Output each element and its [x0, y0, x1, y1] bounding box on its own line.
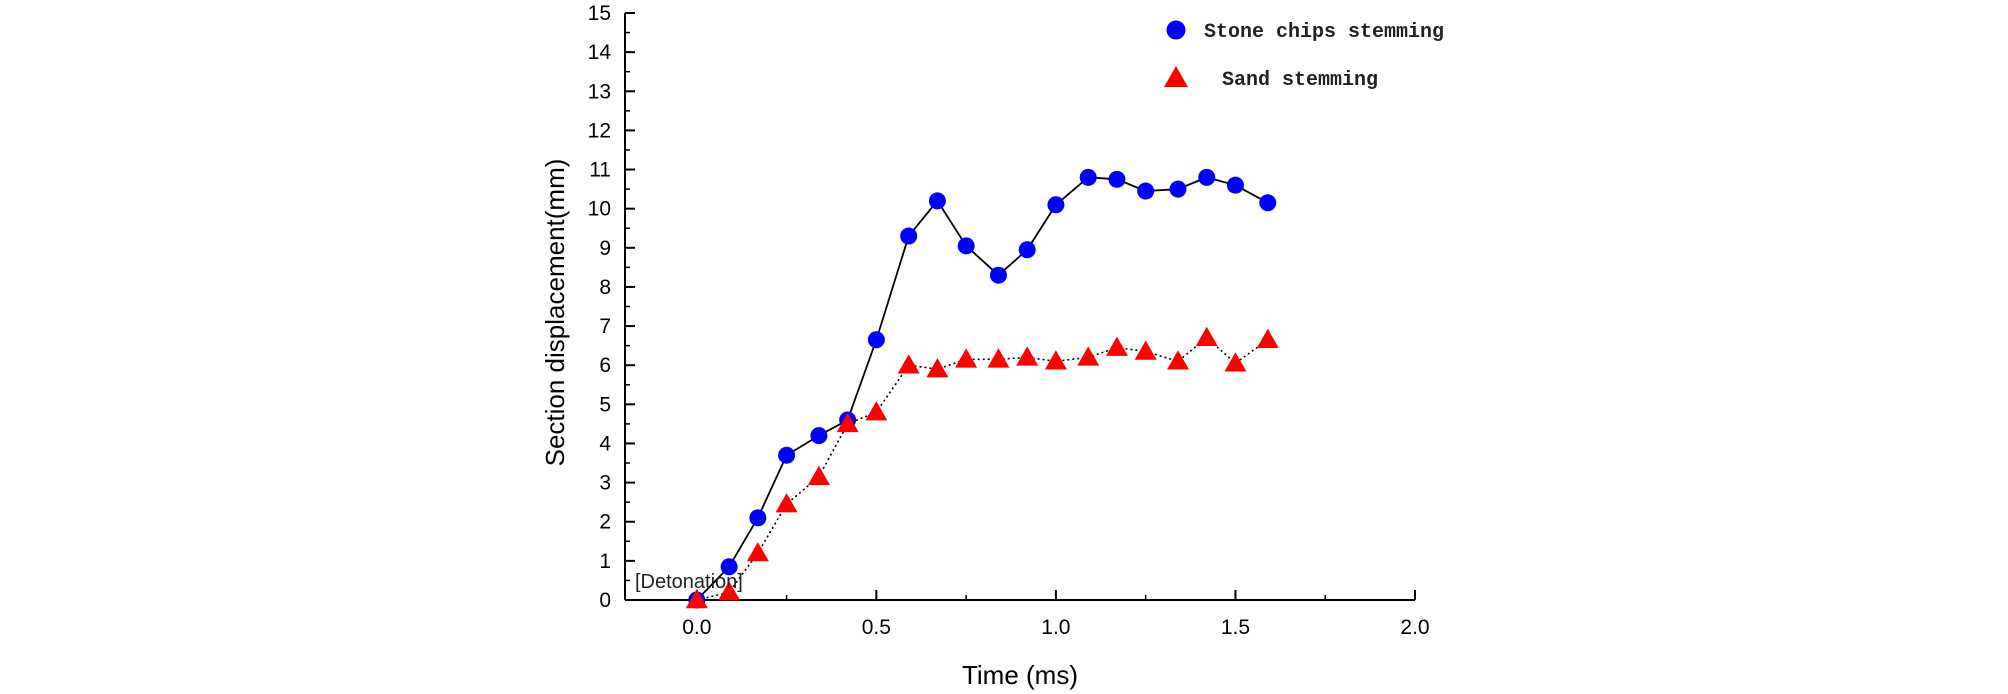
legend-triangle-marker — [1164, 66, 1188, 87]
legend-circle-marker — [1166, 20, 1186, 40]
sand-point — [1195, 326, 1218, 347]
x-tick-label: 0.0 — [682, 616, 711, 639]
chart-text-layer: [Detonation] Time (ms) Section displacem… — [540, 2, 1430, 690]
stone-chips-point — [810, 427, 828, 445]
sand-point — [865, 401, 888, 421]
stone-chips-point — [989, 266, 1007, 284]
sand-point — [987, 348, 1010, 368]
legend-label: Sand stemming — [1222, 69, 1378, 92]
y-tick-label: 8 — [599, 276, 611, 299]
sand-point — [807, 465, 830, 485]
sand-point — [1016, 346, 1039, 366]
stone-chips-point — [778, 446, 796, 464]
sand-point — [718, 581, 741, 601]
sand-point — [926, 358, 949, 378]
series-lines-layer — [696, 176, 1269, 601]
sand-point — [685, 589, 708, 609]
y-tick-label: 13 — [588, 80, 611, 103]
y-tick-label: 7 — [599, 315, 611, 338]
y-tick-label: 6 — [599, 354, 611, 377]
stone-chips-point — [1226, 176, 1244, 194]
y-tick-label: 15 — [588, 2, 611, 25]
stone-chips-point — [1137, 182, 1155, 200]
x-tick-label: 2.0 — [1400, 616, 1429, 639]
y-tick-label: 5 — [599, 393, 611, 416]
stone-chips-point — [1047, 196, 1065, 214]
y-tick-label: 11 — [589, 159, 611, 182]
y-axis-title: Section displacement(mm) — [540, 159, 570, 467]
sand-point — [897, 354, 920, 374]
y-tick-label: 14 — [588, 41, 612, 64]
sand-point — [746, 542, 769, 562]
y-tick-label: 3 — [599, 472, 611, 495]
stone-chips-point — [867, 331, 885, 349]
sand-point — [1256, 328, 1279, 349]
y-tick-label: 2 — [599, 511, 611, 534]
series-marks-layer — [685, 168, 1279, 609]
x-tick-label: 0.5 — [862, 616, 891, 639]
y-tick-label: 4 — [599, 432, 611, 455]
stone-chips-point — [1079, 168, 1097, 186]
y-tick-label: 10 — [588, 198, 611, 221]
sand-point — [1077, 346, 1100, 366]
stone-chips-point — [957, 237, 975, 255]
stone-chips-point — [900, 227, 918, 245]
y-tick-label: 12 — [588, 119, 611, 142]
stone-chips-point — [749, 509, 767, 527]
axes-layer — [624, 12, 1416, 601]
stone-chips-point — [1169, 180, 1187, 198]
y-tick-label: 9 — [599, 237, 611, 260]
sand-point — [1167, 350, 1189, 370]
sand-point — [1134, 340, 1157, 360]
series-line-1 — [696, 176, 1269, 601]
sand-point — [836, 412, 859, 433]
x-tick-label: 1.5 — [1221, 616, 1250, 639]
y-tick-label: 0 — [599, 589, 611, 612]
sand-point — [1044, 350, 1067, 370]
x-tick-label: 1.0 — [1041, 616, 1070, 639]
stone-chips-point — [1198, 168, 1216, 186]
y-tick-label: 1 — [599, 550, 611, 573]
detonation-annotation: [Detonation] — [635, 571, 743, 593]
stone-chips-point — [928, 192, 946, 210]
sand-point — [1224, 352, 1247, 372]
series-line-2 — [696, 336, 1269, 601]
sand-point — [1105, 336, 1128, 356]
legend-label: Stone chips stemming — [1204, 21, 1444, 44]
sand-point — [775, 493, 798, 513]
stone-chips-point — [720, 558, 738, 576]
legend: Stone chips stemming Sand stemming — [1164, 20, 1444, 92]
x-axis-title: Time (ms) — [962, 660, 1078, 690]
sand-point — [955, 348, 978, 368]
stone-chips-point — [1259, 194, 1277, 212]
stone-chips-point — [1108, 170, 1126, 188]
stone-chips-point — [1018, 241, 1036, 259]
